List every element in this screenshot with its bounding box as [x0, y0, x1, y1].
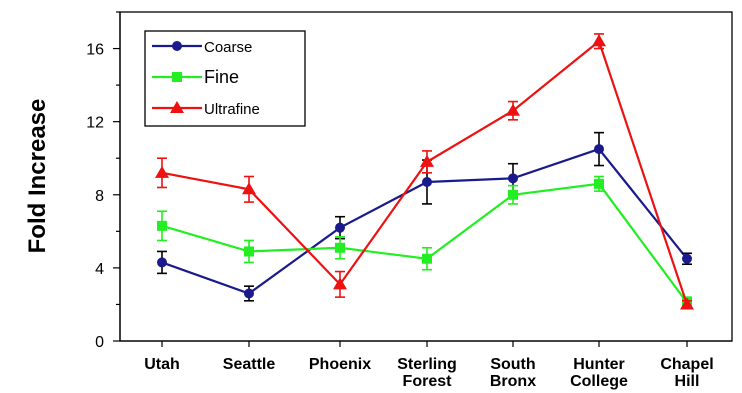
fine-point: [157, 220, 167, 231]
legend-label-fine: Fine: [204, 67, 239, 87]
coarse-point: [594, 144, 604, 155]
x-tick-label: Hunter College: [570, 356, 628, 390]
legend-marker-fine: [172, 72, 182, 82]
y-tick-label: 12: [86, 115, 104, 132]
series-group: [155, 33, 694, 310]
series-ultrafine: [155, 33, 694, 310]
series-coarse: [157, 131, 692, 302]
x-axis-labels: Utah Seattle Phoenix Sterling Forest South Bro…: [144, 341, 714, 390]
legend-entry-ultrafine: Ultrafine: [152, 101, 260, 118]
ultrafine-point: [333, 277, 347, 290]
coarse-point: [508, 173, 518, 184]
fine-point: [508, 189, 518, 200]
legend-marker-coarse: [172, 41, 182, 51]
coarse-point: [157, 257, 167, 268]
x-tick-label: Seattle: [223, 356, 276, 373]
x-tick-label: South Bronx: [490, 356, 536, 390]
legend-marker-ultrafine: [170, 101, 184, 113]
coarse-point: [244, 288, 254, 299]
fine-point: [244, 246, 254, 257]
legend-label-coarse: Coarse: [204, 39, 252, 56]
coarse-line: [161, 147, 688, 295]
y-tick-label: 0: [95, 334, 104, 351]
legend-entry-coarse: Coarse: [152, 39, 252, 56]
coarse-point: [682, 253, 692, 264]
legend-entry-fine: Fine: [152, 67, 239, 87]
x-tick-label: Utah: [144, 356, 180, 373]
y-axis-label: Fold Increase: [24, 99, 51, 254]
legend: Coarse Fine Ultrafine: [144, 30, 306, 127]
fine-point: [335, 242, 345, 253]
ultrafine-point: [680, 297, 694, 310]
x-tick-label: Phoenix: [309, 356, 371, 373]
fine-line: [161, 182, 688, 304]
y-axis-ticks: 0 4 8 12 16: [86, 11, 120, 351]
y-tick-label: 4: [95, 261, 104, 278]
coarse-point: [335, 222, 345, 233]
ultrafine-point: [155, 165, 169, 178]
legend-label-ultrafine: Ultrafine: [204, 101, 260, 118]
x-tick-label: Sterling Forest: [397, 356, 457, 390]
ultrafine-point: [242, 182, 256, 195]
y-tick-label: 16: [86, 42, 104, 59]
ultrafine-point: [506, 103, 520, 116]
x-tick-label: Chapel Hill: [660, 356, 713, 390]
y-tick-label: 8: [95, 188, 104, 205]
fine-point: [594, 178, 604, 189]
ultrafine-point: [420, 154, 434, 167]
ultrafine-point: [592, 34, 606, 47]
coarse-point: [422, 176, 432, 187]
fine-point: [422, 253, 432, 264]
